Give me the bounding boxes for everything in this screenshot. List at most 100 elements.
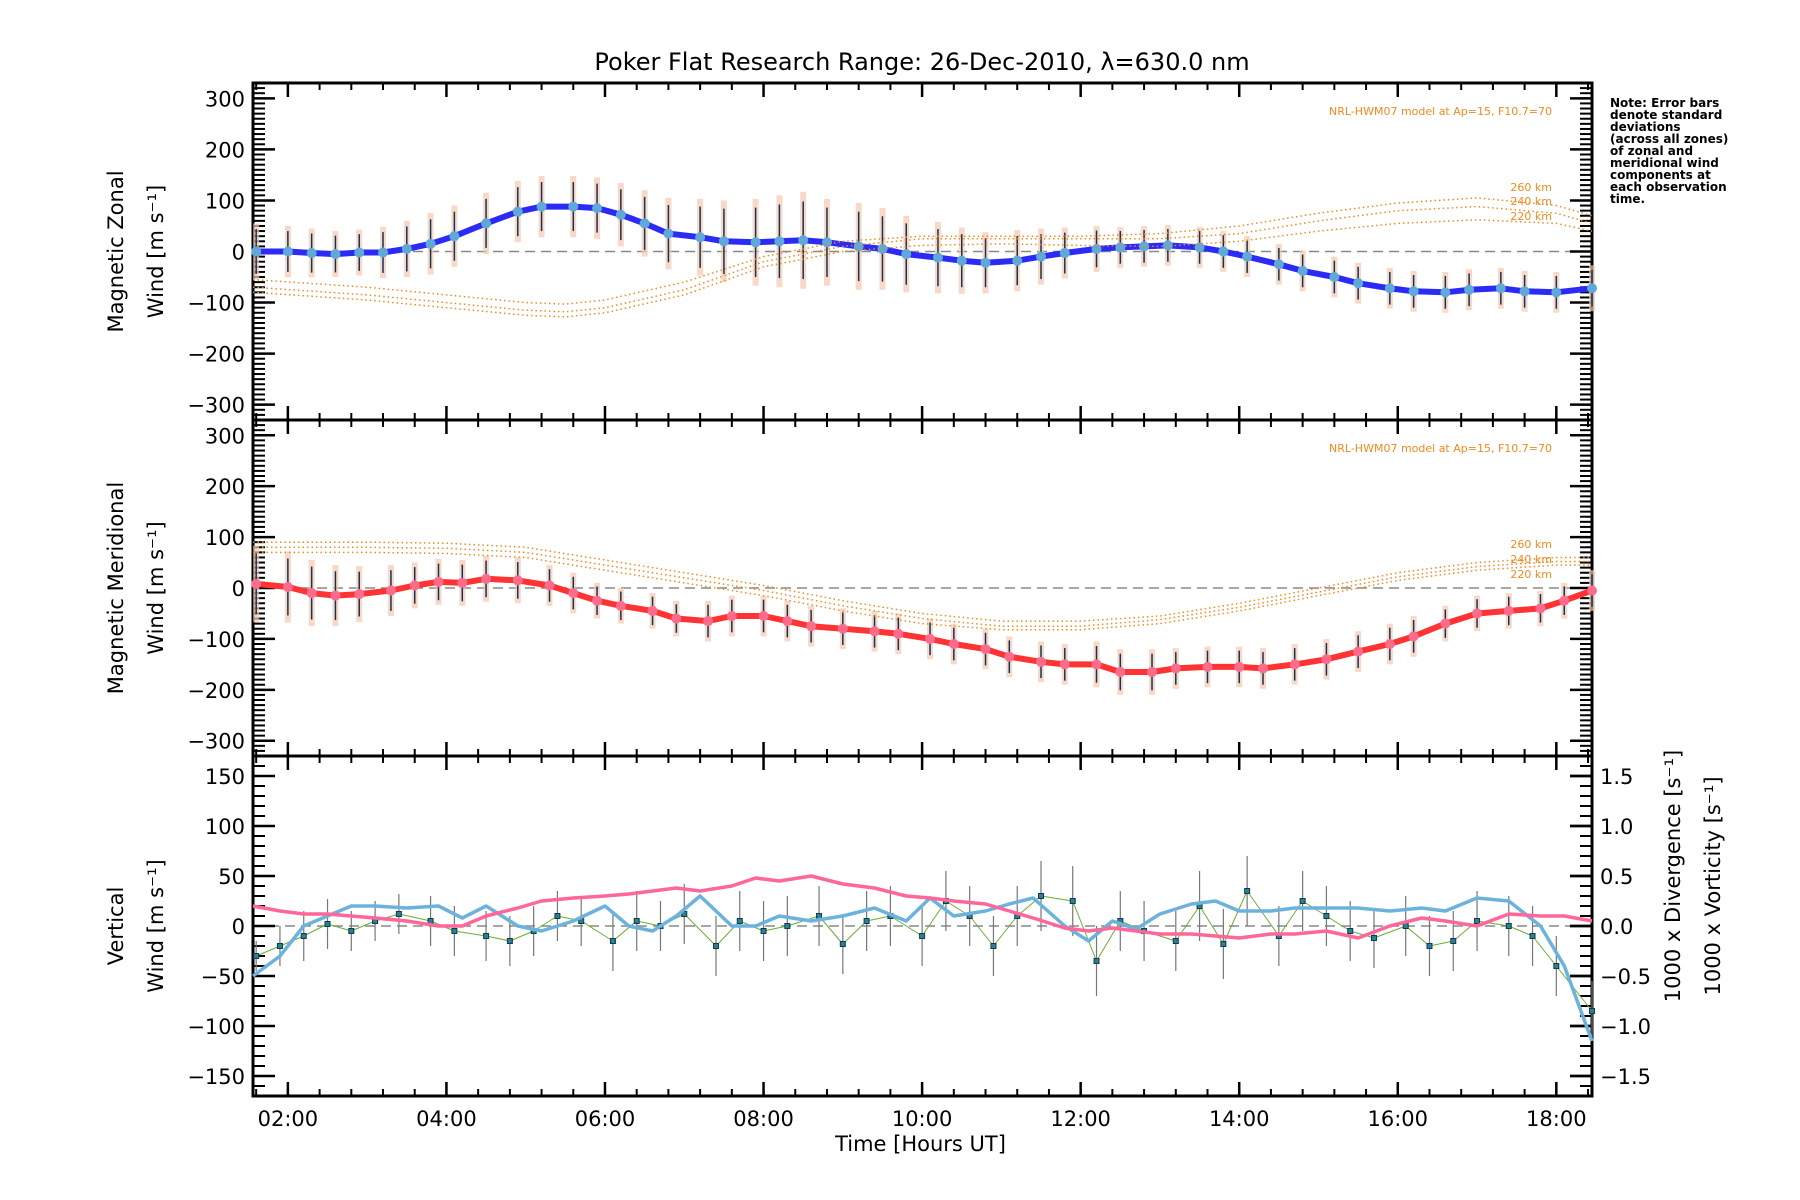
data-point: [893, 628, 904, 639]
data-point: [1289, 659, 1300, 670]
data-point: [385, 585, 396, 596]
y-tick-label: −50: [201, 965, 245, 989]
series-line: [252, 874, 1593, 940]
data-point: [671, 613, 682, 624]
panel-vertical: −150 −100 −50 0 50 100 150 Vertical Wind [m s⁻¹]…: [104, 750, 1725, 1156]
y-tick-label: 0: [232, 577, 245, 601]
x-tick-label: 16:00: [1368, 1107, 1429, 1131]
data-point: [1402, 923, 1409, 929]
y-tick-label: 0: [232, 241, 245, 265]
data-point: [457, 577, 468, 588]
y-tick-label: −200: [187, 343, 245, 367]
x-tick-label: 02:00: [258, 1107, 319, 1131]
data-point: [1059, 248, 1070, 259]
data-point: [1093, 958, 1100, 964]
data-point: [354, 589, 365, 600]
data-point: [1505, 923, 1512, 929]
data-point: [512, 206, 523, 217]
data-point: [782, 616, 793, 627]
data-point: [980, 257, 991, 268]
y-tick-label: −100: [187, 628, 245, 652]
series-1000-x-vorticity: [252, 874, 1593, 940]
chart-title: Poker Flat Research Range: 26-Dec-2010, …: [594, 48, 1249, 76]
series-observed-zonal-wind: [251, 175, 1597, 313]
y-tick-label: −150: [187, 1065, 245, 1089]
data-point: [1321, 654, 1332, 665]
data-point: [1450, 938, 1457, 944]
series-line: [253, 546, 1592, 627]
series-line: [256, 890, 1593, 1012]
data-point: [633, 918, 640, 924]
data-point: [481, 218, 492, 229]
data-point: [1353, 278, 1364, 289]
data-point: [1234, 661, 1245, 672]
data-point: [536, 201, 547, 212]
y-tick-label: −300: [187, 730, 245, 754]
x-tick-label: 08:00: [733, 1107, 794, 1131]
model-altitude-label: 260 km: [1510, 181, 1552, 194]
y2-label-vorticity: 1000 x Vorticity [s⁻¹]: [1701, 776, 1725, 995]
data-point: [839, 941, 846, 947]
data-point: [990, 943, 997, 949]
data-point: [1587, 283, 1597, 294]
series-hwm07-220-km: 220 km: [253, 551, 1592, 631]
data-point: [774, 236, 785, 247]
model-altitude-label: 260 km: [1510, 538, 1552, 551]
data-point: [647, 605, 658, 616]
model-annotation: NRL-HWM07 model at Ap=15, F10.7=70: [1329, 105, 1552, 118]
series-line: [251, 894, 1594, 1042]
data-point: [901, 249, 912, 260]
y-tick-label: 150: [205, 765, 245, 789]
data-point: [1553, 963, 1560, 969]
data-point: [1115, 242, 1126, 253]
data-point: [932, 252, 943, 263]
data-point: [1464, 284, 1475, 295]
x-tick-label: 18:00: [1526, 1107, 1587, 1131]
data-point: [1218, 246, 1229, 257]
x-tick-label: 04:00: [416, 1107, 477, 1131]
note-line: meridional wind: [1610, 156, 1719, 170]
data-point: [639, 218, 650, 229]
note-line: (across all zones): [1610, 132, 1728, 146]
data-point: [330, 249, 341, 260]
y-axis-label-line1: Magnetic Zonal: [104, 170, 128, 332]
data-point: [1529, 933, 1536, 939]
data-point: [1559, 595, 1570, 606]
data-point: [1384, 639, 1395, 649]
series-hwm07-240-km: 240 km: [252, 195, 1593, 313]
series-hwm07-240-km: 240 km: [253, 546, 1592, 627]
note-line: deviations: [1610, 120, 1681, 134]
data-point: [869, 626, 880, 637]
y-axis-label-line2: Wind [m s⁻¹]: [144, 859, 168, 992]
data-point: [451, 928, 458, 934]
data-point: [1440, 287, 1451, 298]
data-point: [615, 600, 626, 611]
data-point: [1384, 283, 1395, 294]
model-altitude-label: 240 km: [1510, 553, 1552, 566]
data-point: [449, 231, 460, 242]
data-point: [395, 911, 402, 917]
data-point: [1440, 618, 1451, 629]
data-point: [948, 639, 959, 649]
y2-tick-label: 0.5: [1600, 865, 1633, 889]
note-line: time.: [1610, 192, 1645, 206]
x-tick-label: 06:00: [575, 1107, 636, 1131]
data-point: [1242, 251, 1253, 262]
y-axis-label-line1: Magnetic Meridional: [104, 482, 128, 694]
data-point: [1004, 651, 1015, 662]
data-point: [925, 633, 936, 644]
data-point: [956, 255, 967, 266]
y-tick-label: −200: [187, 679, 245, 703]
data-point: [1589, 1008, 1595, 1014]
data-point: [784, 923, 791, 929]
data-point: [718, 236, 729, 247]
note-line: components at: [1610, 168, 1711, 182]
data-point: [1353, 646, 1364, 657]
data-point: [324, 921, 331, 927]
data-point: [306, 588, 317, 599]
data-point: [506, 938, 513, 944]
y2-tick-label: 0.0: [1600, 915, 1633, 939]
data-point: [1038, 893, 1045, 899]
